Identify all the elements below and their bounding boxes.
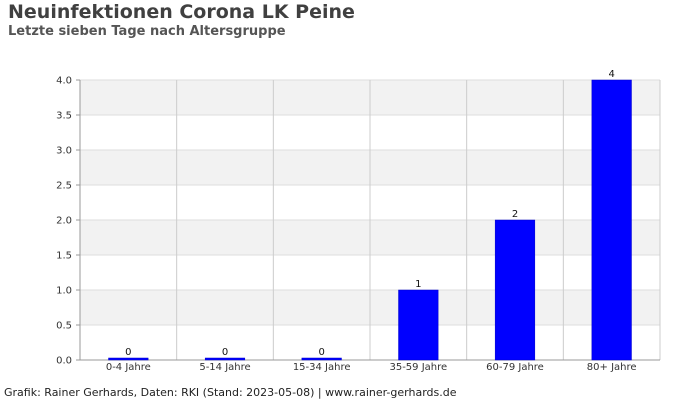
x-tick-label: 5-14 Jahre — [199, 362, 250, 373]
data-label: 4 — [608, 69, 614, 80]
x-tick-label: 80+ Jahre — [587, 362, 637, 373]
x-tick-label: 15-34 Jahre — [293, 362, 351, 373]
y-tick-label: 3.5 — [56, 111, 72, 122]
data-label: 2 — [512, 209, 518, 220]
y-tick-label: 0.0 — [56, 356, 72, 367]
bar-2 — [204, 357, 246, 361]
chart-footer: Grafik: Rainer Gerhards, Daten: RKI (Sta… — [4, 386, 457, 399]
x-tick-label: 60-79 Jahre — [486, 362, 544, 373]
y-axis-ticks: 0.0 0.5 1.0 1.5 2.0 2.5 3.0 3.5 4.0 — [56, 76, 80, 367]
bar-3 — [301, 357, 342, 361]
x-tick-label: 35-59 Jahre — [389, 362, 447, 373]
y-tick-label: 2.0 — [56, 216, 72, 227]
y-tick-label: 1.0 — [56, 286, 72, 297]
data-label: 0 — [318, 347, 324, 358]
chart-subtitle: Letzte sieben Tage nach Altersgruppe — [8, 24, 286, 39]
y-tick-label: 2.5 — [56, 181, 72, 192]
data-labels: 0 0 0 1 2 4 — [125, 69, 615, 358]
bar-6 — [591, 79, 632, 361]
y-tick-label: 0.5 — [56, 321, 72, 332]
y-tick-label: 1.5 — [56, 251, 72, 262]
chart-title: Neuinfektionen Corona LK Peine — [8, 1, 355, 23]
bar-5 — [494, 219, 536, 361]
bar-4 — [398, 289, 439, 361]
x-axis-ticks: 0-4 Jahre 5-14 Jahre 15-34 Jahre 35-59 Jahr… — [106, 362, 637, 373]
data-label: 0 — [125, 347, 131, 358]
bar-1 — [108, 357, 149, 361]
data-label: 1 — [415, 279, 421, 290]
y-tick-label: 3.0 — [56, 146, 72, 157]
x-tick-label: 0-4 Jahre — [106, 362, 151, 373]
bars — [108, 79, 632, 361]
y-tick-label: 4.0 — [56, 76, 72, 87]
data-label: 0 — [222, 347, 228, 358]
